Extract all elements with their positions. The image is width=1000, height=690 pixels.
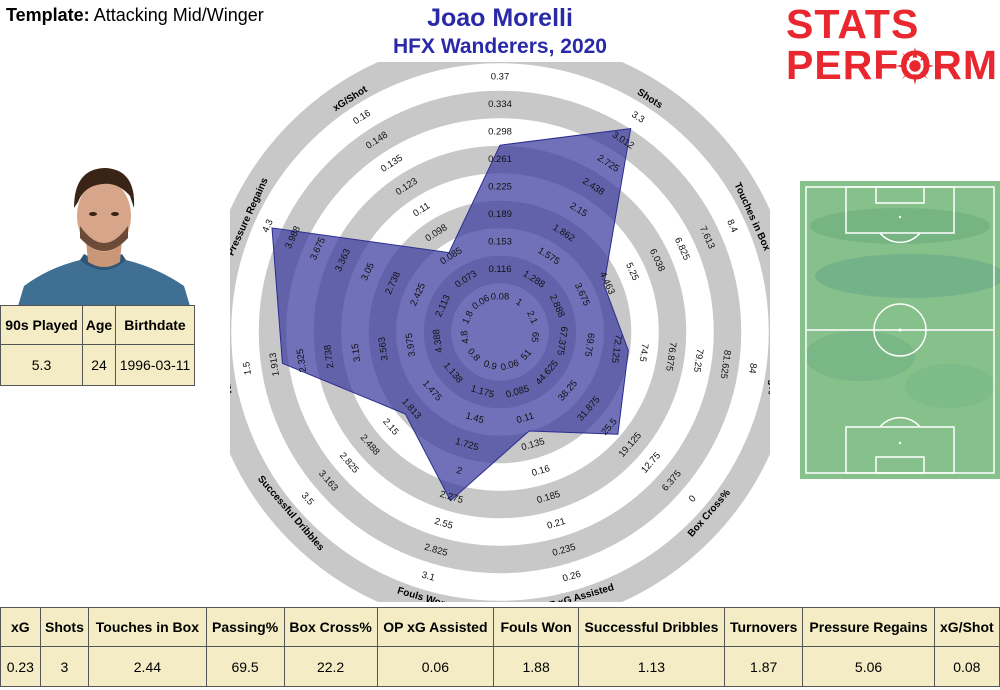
radar-tick-label: 6.825 xyxy=(672,236,692,262)
player-name: Joao Morelli xyxy=(427,4,573,32)
radar-tick-label: 0.16 xyxy=(530,463,551,479)
radar-tick-label: 0.298 xyxy=(488,127,512,138)
radar-tick-label: 12.75 xyxy=(639,450,663,475)
radar-tick-label: 0.9 xyxy=(482,358,498,372)
radar-tick-label: 0.116 xyxy=(488,264,511,275)
radar-tick-label: 1.45 xyxy=(464,410,485,426)
radar-tick-label: 0.21 xyxy=(546,516,567,532)
stats-value: 1.88 xyxy=(493,646,580,687)
stats-value: 0.06 xyxy=(376,646,495,687)
radar-tick-label: 1.5 xyxy=(241,361,254,376)
logo-line-1: STATS xyxy=(786,1,920,47)
stats-header: OP xG Assisted xyxy=(376,607,495,647)
radar-ring xyxy=(258,90,742,574)
stats-value: 5.06 xyxy=(802,646,935,687)
radar-tick-label: 8.4 xyxy=(724,218,739,235)
stats-header: xG xyxy=(0,607,41,647)
stats-header: Pressure Regains xyxy=(802,607,935,647)
radar-tick-label: 65 xyxy=(528,331,540,343)
info-header: Birthdate xyxy=(115,305,195,345)
stats-header: xG/Shot xyxy=(933,607,1000,647)
stats-header: Passing% xyxy=(205,607,285,647)
radar-tick-label: 0.189 xyxy=(488,209,512,220)
radar-tick-label: 2.15 xyxy=(380,416,400,437)
player-photo xyxy=(18,168,190,306)
player-info-table: 90s Played Age Birthdate 5.3 24 1996-03-… xyxy=(0,305,195,386)
radar-tick-label: 4.388 xyxy=(431,328,445,353)
template-value: Attacking Mid/Winger xyxy=(93,5,264,25)
radar-tick-label: 72.125 xyxy=(609,334,624,364)
team-season: HFX Wanderers, 2020 xyxy=(393,35,607,58)
info-value: 5.3 xyxy=(0,344,83,386)
stats-value: 69.5 xyxy=(205,646,285,687)
radar-tick-label: 84 xyxy=(746,362,758,374)
touch-heatmap-pitch xyxy=(800,181,1000,479)
stats-value: 22.2 xyxy=(283,646,378,687)
radar-tick-label: 74.5 xyxy=(637,343,651,363)
template-label: Template: Attacking Mid/Winger xyxy=(6,5,264,25)
info-value: 24 xyxy=(82,344,116,386)
radar-tick-label: 81.625 xyxy=(718,349,733,379)
info-value: 1996-03-11 xyxy=(115,344,195,386)
radar-tick-label: 3.3 xyxy=(629,109,646,125)
stats-header: Touches in Box xyxy=(88,607,207,647)
radar-tick-label: 3.1 xyxy=(420,570,436,584)
radar-tick-label: 3.5 xyxy=(299,490,316,507)
radar-tick-label: 0.225 xyxy=(488,182,512,193)
logo-sun-icon: O xyxy=(896,45,935,86)
radar-tick-label: 0.26 xyxy=(561,569,582,585)
stats-value: 1.13 xyxy=(578,646,725,687)
radar-tick-label: 0 xyxy=(687,493,699,504)
radar-tick-label: 0.135 xyxy=(379,153,405,175)
stats-value: 0.08 xyxy=(933,646,1000,687)
radar-tick-label: 2.825 xyxy=(337,450,361,475)
radar-tick-label: 2.55 xyxy=(433,516,454,532)
stats-header: Shots xyxy=(39,607,90,647)
radar-data-polygon xyxy=(271,128,632,502)
stats-table: xG Shots Touches in Box Passing% Box Cross% O… xyxy=(0,607,1000,687)
radar-tick-label: 4.8 xyxy=(459,330,472,345)
logo-line-2: PERFORM xyxy=(786,42,999,88)
info-header: Age xyxy=(82,305,116,345)
radar-tick-label: 0.261 xyxy=(488,154,512,165)
radar-tick-label: 0.334 xyxy=(488,99,512,110)
radar-tick-label: 3.975 xyxy=(404,332,418,357)
radar-tick-label: 76.875 xyxy=(663,341,678,371)
radar-tick-label: 2.738 xyxy=(322,344,336,369)
radar-tick-label: 3.15 xyxy=(350,343,364,363)
radar-tick-label: 3.563 xyxy=(377,336,391,361)
stats-perform-logo: STATS PERFORM xyxy=(786,4,1000,86)
radar-tick-label: 1.913 xyxy=(268,352,282,377)
stats-header: Box Cross% xyxy=(283,607,378,647)
radar-tick-label: 79.25 xyxy=(691,348,705,373)
radar-tick-label: 1 xyxy=(514,297,524,309)
radar-tick-label: 0.153 xyxy=(488,237,512,248)
stats-value: 0.23 xyxy=(0,646,41,687)
radar-tick-label: 2.1 xyxy=(524,309,539,326)
radar-tick-label: 0.08 xyxy=(491,292,510,303)
stats-header: Successful Dribbles xyxy=(578,607,725,647)
stats-header: Fouls Won xyxy=(493,607,580,647)
radar-tick-label: 5.25 xyxy=(623,261,641,282)
radar-tick-label: 0.37 xyxy=(491,72,510,83)
stats-value: 1.87 xyxy=(723,646,804,687)
radar-tick-label: 4.3 xyxy=(260,218,275,235)
radar-tick-label: 1.8 xyxy=(460,309,475,326)
stats-value: 2.44 xyxy=(88,646,207,687)
radar-tick-label: 69.75 xyxy=(582,332,596,357)
stats-header: Turnovers xyxy=(723,607,804,647)
radar-tick-label: 0.11 xyxy=(411,201,432,220)
radar-chart: 0.080.1160.1530.1890.2250.2610.2980.3340… xyxy=(230,62,770,602)
radar-tick-label: 0.06 xyxy=(499,358,520,374)
stats-value: 3 xyxy=(39,646,90,687)
radar-tick-label: 2 xyxy=(455,465,463,477)
radar-tick-label: 2.325 xyxy=(295,348,309,373)
radar-tick-label: 67.375 xyxy=(554,326,569,356)
radar-tick-label: 0.16 xyxy=(351,108,373,127)
radar-tick-label: 0.11 xyxy=(515,411,535,427)
info-header: 90s Played xyxy=(0,305,83,345)
